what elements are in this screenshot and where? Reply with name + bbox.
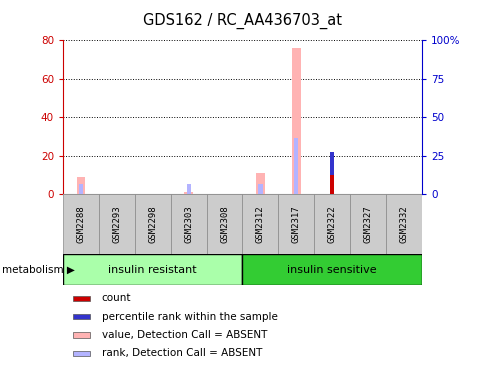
Bar — [206, 194, 242, 254]
Bar — [135, 194, 170, 254]
Bar — [99, 194, 135, 254]
Text: GSM2322: GSM2322 — [327, 205, 336, 243]
Bar — [314, 194, 349, 254]
Text: insulin sensitive: insulin sensitive — [287, 265, 376, 275]
Text: GDS162 / RC_AA436703_at: GDS162 / RC_AA436703_at — [143, 13, 341, 29]
Text: count: count — [102, 293, 131, 303]
Text: GSM2327: GSM2327 — [363, 205, 372, 243]
Bar — [242, 254, 421, 285]
Bar — [330, 175, 333, 194]
Bar — [385, 194, 421, 254]
Bar — [291, 48, 300, 194]
Bar — [73, 314, 90, 319]
Bar — [170, 194, 206, 254]
Bar — [76, 177, 85, 194]
Bar — [330, 152, 333, 175]
Text: GSM2308: GSM2308 — [220, 205, 228, 243]
Text: GSM2317: GSM2317 — [291, 205, 300, 243]
Bar — [258, 184, 262, 194]
Bar — [294, 138, 298, 194]
Bar — [63, 194, 99, 254]
Bar — [349, 194, 385, 254]
Text: rank, Detection Call = ABSENT: rank, Detection Call = ABSENT — [102, 348, 262, 358]
Text: insulin resistant: insulin resistant — [108, 265, 197, 275]
Text: GSM2288: GSM2288 — [76, 205, 85, 243]
Bar — [73, 332, 90, 337]
Bar — [73, 296, 90, 301]
Text: value, Detection Call = ABSENT: value, Detection Call = ABSENT — [102, 330, 267, 340]
Bar — [242, 194, 278, 254]
Text: GSM2332: GSM2332 — [399, 205, 408, 243]
Bar — [184, 192, 193, 194]
Bar — [278, 194, 314, 254]
Bar — [63, 254, 242, 285]
Text: percentile rank within the sample: percentile rank within the sample — [102, 311, 277, 322]
Bar — [79, 184, 83, 194]
Bar — [73, 351, 90, 356]
Text: GSM2312: GSM2312 — [256, 205, 264, 243]
Text: metabolism ▶: metabolism ▶ — [2, 265, 75, 275]
Bar — [256, 173, 264, 194]
Text: GSM2293: GSM2293 — [112, 205, 121, 243]
Bar — [186, 184, 190, 194]
Text: GSM2298: GSM2298 — [148, 205, 157, 243]
Text: GSM2303: GSM2303 — [184, 205, 193, 243]
